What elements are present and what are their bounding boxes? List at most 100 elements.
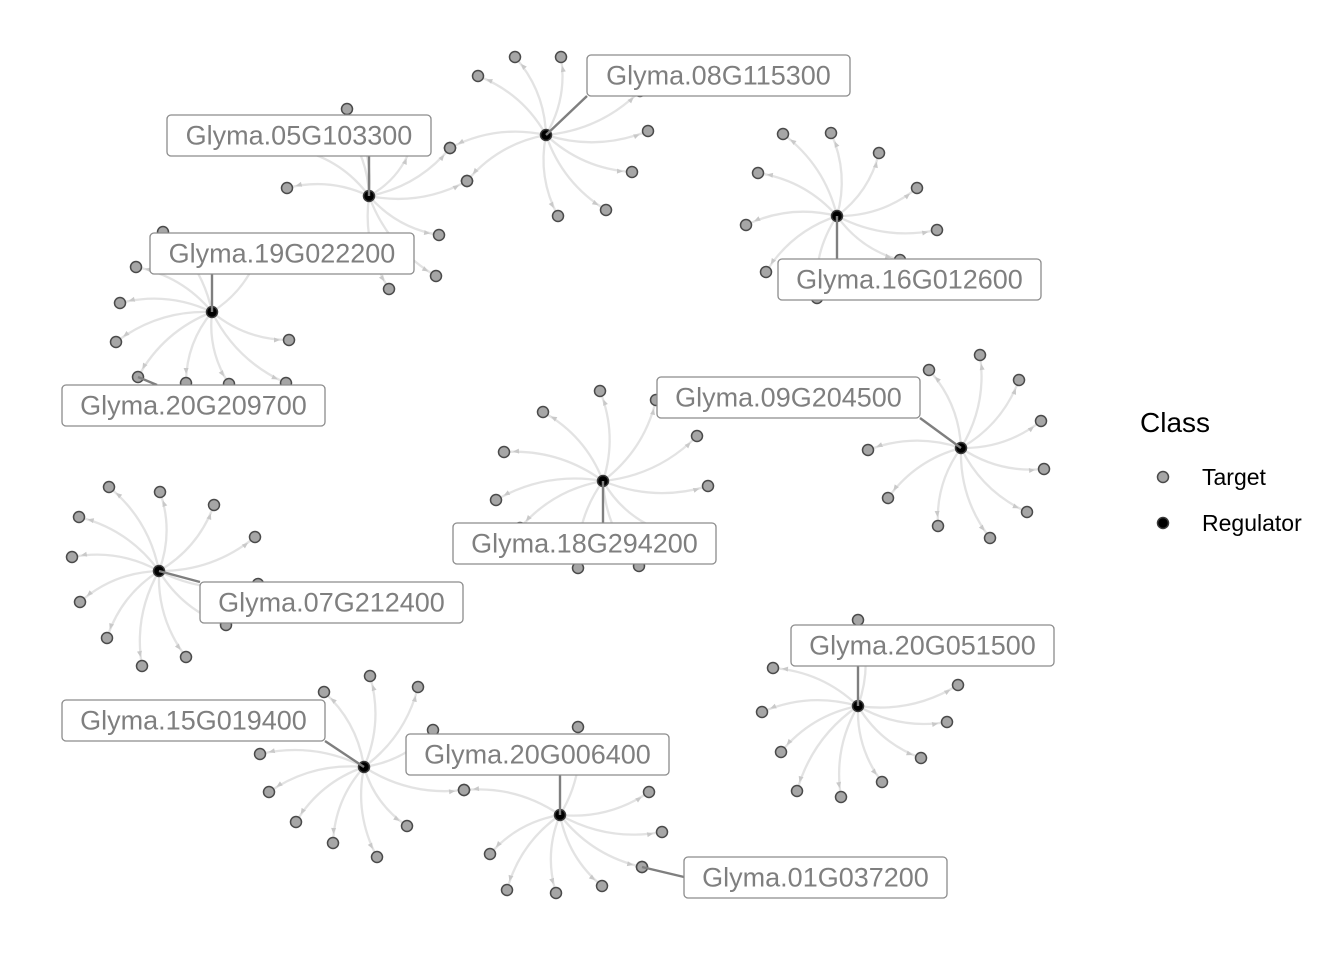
target-node[interactable] — [457, 783, 471, 797]
target-node[interactable] — [599, 203, 613, 217]
target-node[interactable] — [930, 223, 944, 237]
edge-arrowhead — [206, 513, 212, 520]
edge-arrowhead — [790, 139, 797, 145]
target-node[interactable] — [443, 141, 457, 155]
target-node[interactable] — [861, 443, 875, 457]
target-node[interactable] — [248, 530, 262, 544]
target-node[interactable] — [931, 519, 945, 533]
target-node[interactable] — [790, 784, 804, 798]
target-node[interactable] — [875, 775, 889, 789]
target-node[interactable] — [872, 146, 886, 160]
target-node[interactable] — [593, 384, 607, 398]
target-node[interactable] — [282, 333, 296, 347]
edge-arrowhead — [87, 518, 95, 524]
target-node[interactable] — [641, 124, 655, 138]
target-node[interactable] — [109, 335, 123, 349]
target-node[interactable] — [774, 745, 788, 759]
gene-label-box — [199, 581, 464, 624]
target-node[interactable] — [363, 669, 377, 683]
target-node[interactable] — [102, 480, 116, 494]
edge-line — [108, 486, 161, 572]
target-node[interactable] — [922, 363, 936, 377]
target-node[interactable] — [73, 595, 87, 609]
edge-line — [959, 447, 1028, 514]
edge-line — [780, 704, 859, 753]
target-node[interactable] — [551, 209, 565, 223]
label-leader-line — [158, 569, 201, 584]
target-node[interactable] — [766, 661, 780, 675]
target-node[interactable] — [1034, 414, 1048, 428]
gene-label-box — [61, 384, 326, 427]
target-node[interactable] — [460, 174, 474, 188]
target-node[interactable] — [400, 819, 414, 833]
target-node[interactable] — [655, 825, 669, 839]
target-node[interactable] — [429, 269, 443, 283]
target-node[interactable] — [289, 815, 303, 829]
target-node[interactable] — [317, 685, 331, 699]
target-node[interactable] — [497, 445, 511, 459]
target-node[interactable] — [253, 747, 267, 761]
target-node[interactable] — [759, 265, 773, 279]
target-node[interactable] — [824, 126, 838, 140]
target-node[interactable] — [471, 69, 485, 83]
target-node[interactable] — [834, 790, 848, 804]
target-node[interactable] — [432, 228, 446, 242]
target-node[interactable] — [940, 715, 954, 729]
target-node[interactable] — [755, 705, 769, 719]
target-node[interactable] — [489, 493, 503, 507]
target-node[interactable] — [340, 102, 354, 116]
target-node[interactable] — [910, 181, 924, 195]
target-node[interactable] — [914, 751, 928, 765]
target-node[interactable] — [508, 50, 522, 64]
target-node[interactable] — [179, 650, 193, 664]
target-node[interactable] — [326, 836, 340, 850]
target-node[interactable] — [983, 531, 997, 545]
target-node[interactable] — [739, 218, 753, 232]
edge-line — [829, 132, 843, 217]
target-node[interactable] — [72, 510, 86, 524]
target-node[interactable] — [207, 498, 221, 512]
edge-line — [463, 788, 561, 816]
edge-arrowhead — [548, 201, 554, 209]
target-node[interactable] — [129, 260, 143, 274]
edge-line — [856, 705, 883, 783]
target-node[interactable] — [549, 886, 563, 900]
target-node[interactable] — [1037, 462, 1051, 476]
target-node[interactable] — [701, 479, 715, 493]
target-node[interactable] — [100, 631, 114, 645]
target-node[interactable] — [851, 613, 865, 627]
target-node[interactable] — [642, 785, 656, 799]
target-node[interactable] — [776, 127, 790, 141]
target-node[interactable] — [751, 166, 765, 180]
edge-line — [857, 705, 922, 760]
target-node[interactable] — [595, 879, 609, 893]
edge-line — [514, 56, 548, 136]
target-node[interactable] — [625, 165, 639, 179]
target-node[interactable] — [411, 680, 425, 694]
target-node[interactable] — [135, 659, 149, 673]
target-node[interactable] — [370, 850, 384, 864]
edge-line — [857, 705, 948, 726]
edge-arrowhead — [591, 200, 599, 206]
target-node[interactable] — [1020, 505, 1034, 519]
target-node[interactable] — [262, 785, 276, 799]
target-node[interactable] — [554, 50, 568, 64]
target-node[interactable] — [113, 296, 127, 310]
target-node[interactable] — [951, 678, 965, 692]
edge-line — [544, 134, 607, 211]
target-node[interactable] — [973, 348, 987, 362]
target-node[interactable] — [280, 181, 294, 195]
edge-line — [887, 446, 962, 499]
target-node[interactable] — [881, 491, 895, 505]
edge-arrowhead — [943, 689, 951, 696]
target-node[interactable] — [1012, 373, 1026, 387]
target-node[interactable] — [153, 485, 167, 499]
edge-arrowhead — [616, 168, 624, 174]
target-node[interactable] — [65, 550, 79, 564]
target-node[interactable] — [500, 883, 514, 897]
target-node[interactable] — [690, 429, 704, 443]
target-node[interactable] — [536, 405, 550, 419]
target-node[interactable] — [483, 847, 497, 861]
target-node[interactable] — [571, 720, 585, 734]
target-node[interactable] — [382, 282, 396, 296]
